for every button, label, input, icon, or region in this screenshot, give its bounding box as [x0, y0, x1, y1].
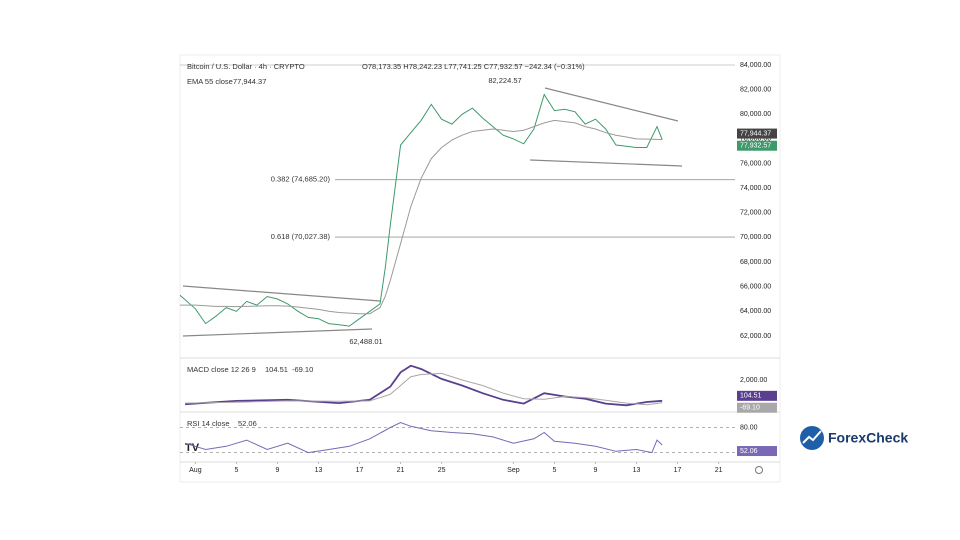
- y-tick-label: 68,000.00: [740, 259, 771, 266]
- price-tag: [737, 390, 777, 401]
- price-tag-label: 104.51: [740, 393, 762, 400]
- y-tick-label: 2,000.00: [740, 377, 767, 384]
- series-line: [179, 93, 663, 327]
- trendline: [529, 159, 683, 167]
- x-tick-label: 25: [438, 467, 446, 474]
- x-tick-label: Sep: [507, 467, 520, 474]
- series-line: [185, 364, 663, 407]
- logo-text: ForexCheck: [828, 430, 908, 446]
- settings-icon: [755, 466, 763, 474]
- price-tag: [737, 140, 777, 151]
- series-line: [184, 421, 663, 454]
- y-tick-label: 70,000.00: [740, 234, 771, 241]
- x-tick-label: 21: [715, 467, 723, 474]
- series-line: [185, 372, 663, 406]
- trendline: [182, 328, 373, 337]
- high-label: 82,224.57: [488, 76, 521, 85]
- signal-value: -69.10: [292, 365, 313, 374]
- trendline: [544, 87, 679, 122]
- price-tag-label: 77,944.37: [740, 130, 771, 137]
- fib-label: 0.382 (74,685.20): [271, 175, 331, 184]
- y-tick-label: 82,000.00: [740, 86, 771, 93]
- y-tick-label: 74,000.00: [740, 185, 771, 192]
- y-tick-label: 64,000.00: [740, 308, 771, 315]
- price-tag: [737, 128, 777, 139]
- macd-value: 104.51: [265, 365, 288, 374]
- logo-arrow: [802, 430, 822, 444]
- fib-label: 0.618 (70,027.38): [271, 232, 331, 241]
- price-tag: [737, 446, 777, 457]
- y-tick-label: 62,000.00: [740, 333, 771, 340]
- x-tick-label: 17: [674, 467, 682, 474]
- y-tick-label: 66,000.00: [740, 284, 771, 291]
- low-label: 62,488.01: [349, 337, 382, 346]
- logo: ForexCheck: [800, 426, 908, 450]
- y-tick-label: 80,000.00: [740, 111, 771, 118]
- price-tag-label: 77,932.57: [740, 143, 771, 150]
- y-tick-label: 72,000.00: [740, 210, 771, 217]
- x-tick-label: 13: [633, 467, 641, 474]
- x-tick-label: 5: [552, 467, 556, 474]
- y-tick-label: 76,000.00: [740, 160, 771, 167]
- chart-title: Bitcoin / U.S. Dollar · 4h · CRYPTO: [187, 62, 305, 71]
- trendline: [182, 285, 381, 302]
- x-tick-label: 9: [594, 467, 598, 474]
- x-tick-label: 13: [315, 467, 323, 474]
- y-tick-label: 80.00: [740, 424, 758, 431]
- price-tag-label: -69.10: [740, 405, 760, 412]
- x-tick-label: 9: [276, 467, 280, 474]
- logo-icon: [800, 426, 824, 450]
- price-tag: [737, 402, 777, 413]
- chart-frame: [179, 54, 781, 483]
- price-tag-label: 52.06: [740, 448, 758, 455]
- x-tick-label: 5: [234, 467, 238, 474]
- series-line: [180, 119, 663, 315]
- x-tick-label: 21: [397, 467, 405, 474]
- x-tick-label: Aug: [189, 467, 202, 474]
- y-tick-label: 78,000.00: [740, 136, 771, 143]
- ema-value: 77,944.37: [233, 77, 266, 86]
- tv-logo: TV: [185, 442, 200, 454]
- rsi-legend: RSI 14 close: [187, 419, 230, 428]
- x-tick-label: 17: [356, 467, 364, 474]
- rsi-value: 52.06: [238, 419, 257, 428]
- ohlc: O78,173.35 H78,242.23 L77,741.25 C77,932…: [362, 62, 585, 71]
- macd-legend: MACD close 12 26 9: [187, 365, 256, 374]
- y-tick-label: 84,000.00: [740, 62, 771, 69]
- ema-legend: EMA 55 close: [187, 77, 233, 86]
